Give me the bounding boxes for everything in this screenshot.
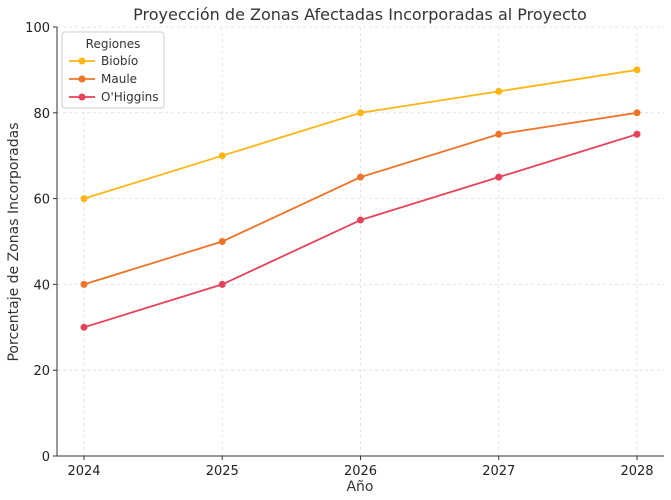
data-point (633, 109, 641, 117)
data-point (495, 173, 503, 181)
data-point (218, 152, 226, 160)
series-1 (80, 109, 641, 288)
x-tick-label: 2026 (344, 464, 377, 479)
series-group (80, 66, 641, 331)
y-tick-label: 60 (33, 193, 50, 208)
y-tick-label: 0 (42, 450, 50, 465)
y-tick-label: 40 (33, 278, 50, 293)
legend-label: O'Higgins (101, 90, 159, 104)
x-ticks: 2024 2025 2026 2027 2028 (67, 456, 654, 479)
data-point (495, 87, 503, 95)
legend-title: Regiones (86, 37, 141, 51)
legend-swatch-marker (78, 93, 86, 101)
data-point (357, 173, 364, 181)
x-tick-label: 2024 (67, 464, 100, 479)
y-tick-label: 80 (33, 107, 50, 122)
legend-label: Maule (101, 72, 137, 86)
series-0 (80, 66, 641, 203)
data-point (80, 280, 88, 288)
chart-title: Proyección de Zonas Afectadas Incorporad… (133, 5, 587, 24)
legend-swatch-marker (78, 57, 86, 65)
data-point (218, 238, 226, 245)
data-point (633, 66, 641, 74)
legend: Regiones Biobío Maule O'Higgins (61, 31, 165, 109)
data-point (495, 130, 503, 138)
series-2 (80, 130, 641, 331)
y-tick-label: 100 (25, 21, 50, 36)
y-tick-label: 20 (33, 364, 50, 379)
legend-frame (61, 31, 165, 109)
data-point (633, 130, 641, 138)
x-tick-label: 2028 (620, 464, 653, 479)
data-point (80, 195, 88, 203)
x-tick-label: 2027 (482, 464, 515, 479)
data-point (357, 216, 364, 224)
x-axis-label: Año (346, 479, 373, 495)
legend-label: Biobío (101, 54, 138, 68)
data-point (80, 323, 88, 331)
data-point (218, 280, 226, 288)
y-axis-label: Porcentaje de Zonas Incorporadas (6, 122, 22, 361)
legend-swatch-marker (78, 75, 86, 83)
x-tick-label: 2025 (206, 464, 239, 479)
data-point (357, 109, 364, 117)
y-ticks: 0 20 40 60 80 100 (25, 21, 57, 465)
